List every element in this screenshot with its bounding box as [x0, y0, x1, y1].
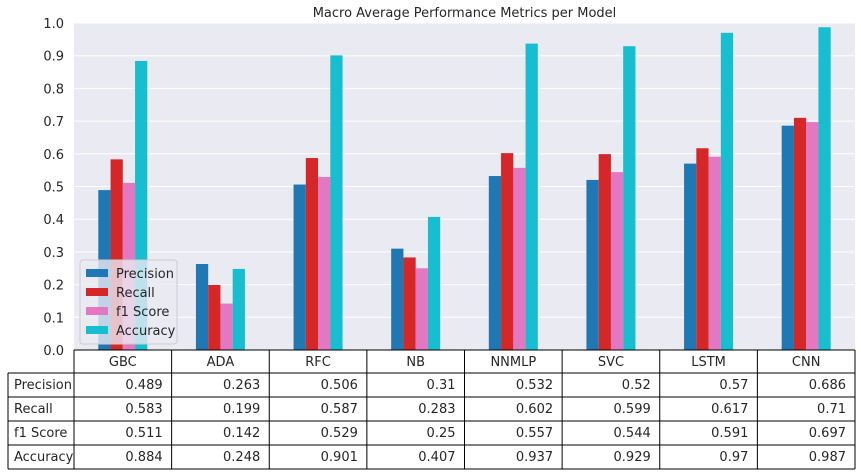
bar-f1-score-ada	[220, 303, 233, 350]
table-cell: 0.263	[223, 378, 260, 393]
legend-swatch	[86, 269, 108, 277]
table-cell: 0.987	[809, 450, 846, 465]
bar-precision-cnn	[781, 125, 794, 350]
bar-precision-svc	[586, 179, 599, 350]
data-table: GBC ADA RFC NB NNMLP SVC LSTM CNN Precision 0.489…	[7, 349, 856, 470]
table-cell: 0.407	[418, 450, 455, 465]
legend-swatch	[86, 288, 108, 296]
table-cell: 0.489	[125, 378, 162, 393]
table-cell: 0.599	[614, 402, 651, 417]
table-cell: 0.506	[321, 378, 358, 393]
x-tick-label: LSTM	[691, 355, 726, 370]
legend-box	[79, 259, 178, 345]
table-cell: 0.57	[719, 378, 748, 393]
y-tick-label: 0.6	[43, 148, 64, 163]
y-tick-label: 0.1	[43, 311, 64, 326]
x-tick-label: NB	[406, 355, 425, 370]
y-axis: 0.0 0.1 0.2 0.3 0.4 0.5 0.6 0.7 0.8 0.9 1.0	[43, 17, 64, 359]
bar-recall-nb	[403, 257, 416, 350]
table-cell: 0.529	[321, 426, 358, 441]
table-cell: 0.686	[809, 378, 846, 393]
table-cell: 0.884	[125, 450, 162, 465]
table-cell: 0.142	[223, 426, 260, 441]
table-cell: 0.697	[809, 426, 846, 441]
legend-label: Accuracy	[116, 324, 176, 339]
bar-f1-score-lstm	[708, 156, 721, 350]
bar-f1-score-nnmlp	[513, 167, 526, 350]
y-tick-label: 0.8	[43, 82, 64, 97]
bar-accuracy-svc	[623, 46, 636, 350]
bar-f1-score-cnn	[806, 122, 819, 351]
y-tick-label: 1.0	[43, 17, 64, 32]
bar-precision-nb	[391, 248, 404, 350]
table-cell: 0.25	[427, 426, 456, 441]
x-tick-label: NNMLP	[490, 355, 536, 370]
table-cell: 0.617	[711, 402, 748, 417]
table-cell: 0.248	[223, 450, 260, 465]
bar-f1-score-nb	[415, 268, 428, 350]
table-cell: 0.591	[711, 426, 748, 441]
y-tick-label: 0.0	[43, 344, 64, 359]
bar-precision-ada	[195, 263, 209, 350]
bar-recall-ada	[208, 284, 221, 350]
table-cell: 0.544	[614, 426, 651, 441]
table-row-label: Precision	[14, 378, 72, 393]
bar-precision-rfc	[293, 184, 306, 350]
x-tick-label: SVC	[598, 355, 624, 370]
y-tick-label: 0.3	[43, 246, 64, 261]
table-row-label: Recall	[14, 402, 53, 417]
x-tick-label: ADA	[207, 355, 235, 370]
bar-recall-cnn	[793, 117, 807, 350]
table-cell: 0.587	[321, 402, 358, 417]
bar-accuracy-ada	[232, 268, 245, 350]
table-row-label: f1 Score	[14, 426, 67, 441]
table-cell: 0.97	[719, 450, 748, 465]
y-tick-label: 0.4	[43, 213, 64, 228]
bar-accuracy-lstm	[720, 32, 734, 351]
table-cell: 0.602	[516, 402, 553, 417]
x-tick-label: GBC	[109, 355, 137, 370]
table-cell: 0.937	[516, 450, 553, 465]
table-cell: 0.583	[125, 402, 162, 417]
bar-recall-rfc	[305, 158, 319, 350]
table-cell: 0.511	[125, 426, 162, 441]
legend-label: Precision	[116, 267, 174, 282]
y-tick-label: 0.7	[43, 115, 64, 130]
table-row-label: Accuracy	[14, 450, 74, 465]
bar-f1-score-rfc	[318, 177, 331, 350]
table-cell: 0.283	[418, 402, 455, 417]
table-cell: 0.31	[427, 378, 456, 393]
legend-swatch	[86, 307, 108, 315]
table-cell: 0.901	[321, 450, 358, 465]
table-cell: 0.929	[614, 450, 651, 465]
y-tick-label: 0.9	[43, 50, 64, 65]
bar-precision-nnmlp	[488, 176, 502, 350]
table-cell: 0.71	[817, 402, 846, 417]
bar-accuracy-nnmlp	[525, 43, 538, 350]
bar-recall-svc	[598, 154, 611, 350]
y-tick-label: 0.5	[43, 181, 64, 196]
bar-precision-lstm	[684, 163, 697, 350]
bar-accuracy-rfc	[330, 55, 343, 351]
y-tick-label: 0.2	[43, 279, 64, 294]
legend-label: Recall	[116, 286, 155, 301]
bar-accuracy-cnn	[818, 27, 831, 350]
x-tick-label: CNN	[792, 355, 821, 370]
table-cell: 0.532	[516, 378, 553, 393]
legend-label: f1 Score	[116, 305, 169, 320]
x-tick-label: RFC	[305, 355, 331, 370]
table-cell: 0.557	[516, 426, 553, 441]
bar-f1-score-svc	[610, 172, 624, 350]
bar-recall-nnmlp	[501, 153, 514, 350]
bar-recall-lstm	[696, 148, 709, 350]
table-cell: 0.52	[622, 378, 651, 393]
legend: Precision Recall f1 Score Accuracy	[79, 259, 178, 345]
table-cell: 0.199	[223, 402, 260, 417]
legend-swatch	[86, 326, 108, 334]
chart-title: Macro Average Performance Metrics per Mo…	[313, 6, 617, 21]
bar-accuracy-nb	[427, 216, 441, 350]
